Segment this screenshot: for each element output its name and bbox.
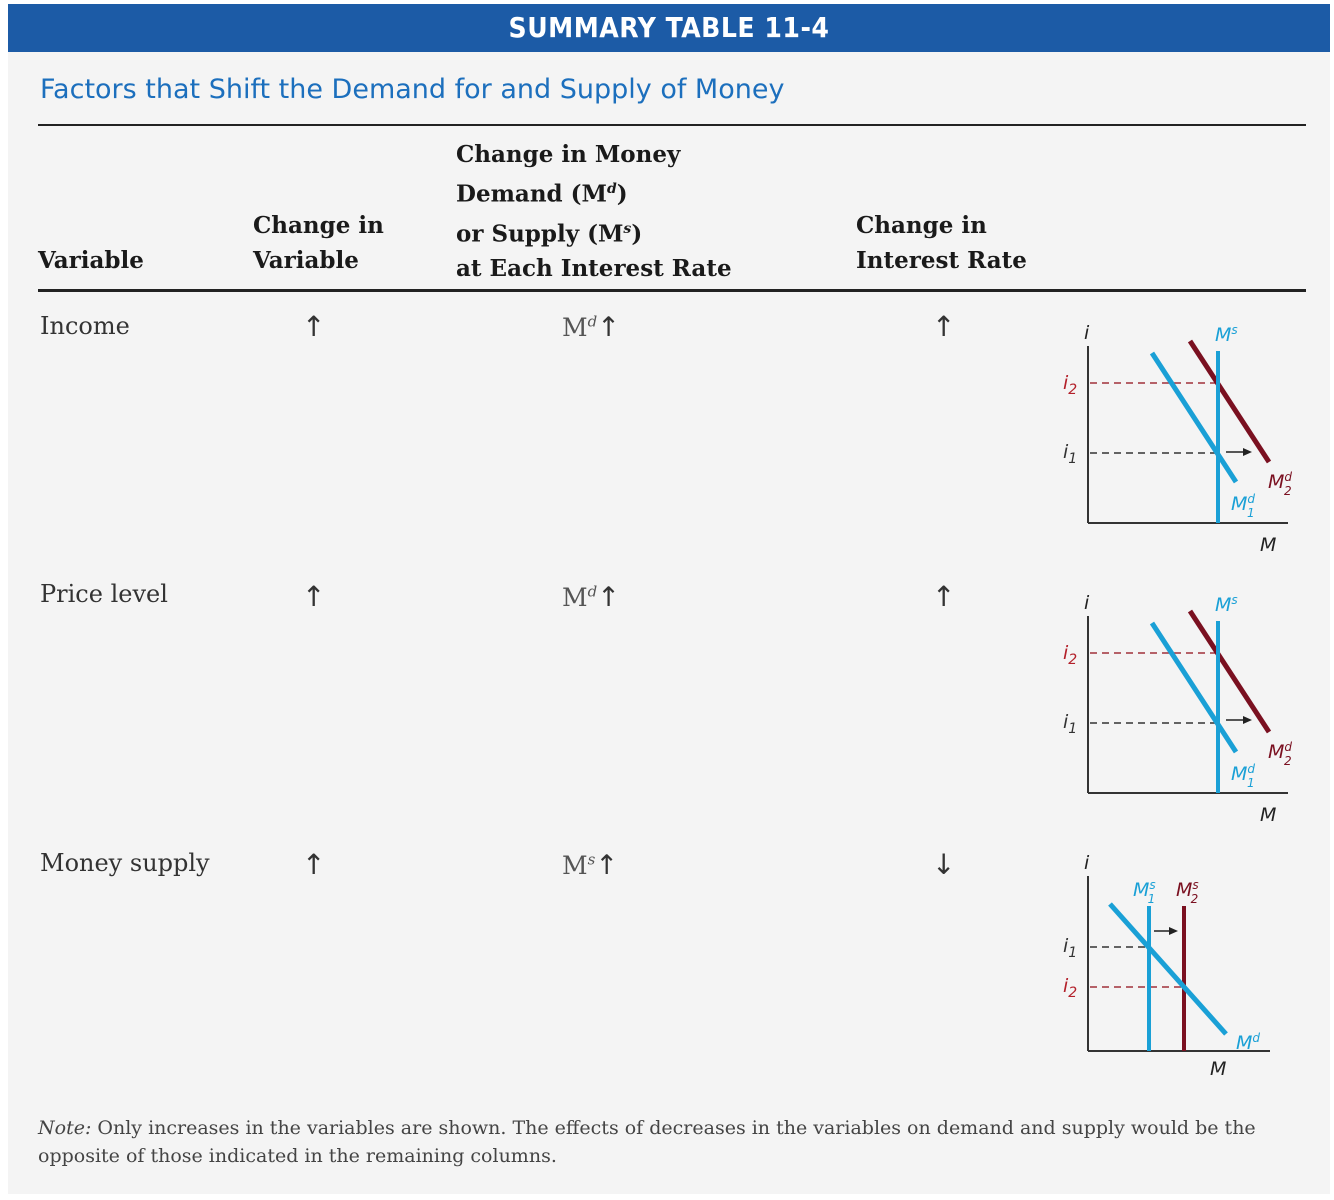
x-axis-label: M [1210,1058,1226,1080]
md2-curve [1187,609,1272,734]
shift-arrow-head [1243,448,1252,456]
y-axis-label: i [1084,592,1090,614]
x-axis-label: M [1260,804,1276,826]
table-background [8,4,1330,1194]
row-income-rate-arrow: ↑ [932,310,956,343]
row-money-supply-rate-arrow: ↓ [932,848,956,881]
i1-label: i1 [1063,711,1077,737]
y-axis-label: i [1084,852,1090,874]
ms-label: Ms [1215,593,1238,616]
table-note: Note: Only increases in the variables ar… [38,1117,1256,1167]
y-axis-label: i [1084,322,1090,344]
table-subtitle: Factors that Shift the Demand for and Su… [40,74,785,105]
row-price-level-variable: Price level [40,580,168,608]
header-variable: Variable [38,247,144,274]
shift-arrow-head [1169,927,1178,935]
x-axis-label: M [1260,534,1276,556]
graph-money-supply-shift: i M Ms 1 Ms 2 i1 i2 Md [1063,852,1270,1080]
header-rule [38,289,1306,292]
i2-label: i2 [1063,975,1077,1001]
banner-label: SUMMARY TABLE [508,11,756,44]
row-income-change-arrow: ↑ [302,310,326,343]
row-price-level-money-change: Md↑ [562,582,620,613]
row-money-supply-change-arrow: ↑ [302,848,326,881]
ms2-label: Ms 2 [1176,878,1199,906]
md2-label: Md 2 [1268,470,1292,498]
banner-number: 11-4 [764,11,830,44]
md1-label: Md 1 [1231,492,1255,520]
row-price-level-rate-arrow: ↑ [932,580,956,613]
row-income-variable: Income [40,312,130,340]
md2-curve [1187,339,1272,464]
graph-price-level-demand-shift: i M Ms i2 i1 Md 2 Md 1 [1063,592,1292,826]
row-money-supply-variable: Money supply [40,849,210,877]
i1-label: i1 [1063,441,1077,467]
row-price-level-change-arrow: ↑ [302,580,326,613]
md-label: Md [1236,1031,1260,1054]
md1-curve [1149,621,1239,754]
md-curve [1108,902,1228,1036]
md1-curve [1149,351,1239,484]
i2-label: i2 [1063,372,1077,398]
row-money-supply-money-change: Ms↑ [562,850,618,881]
header-change-in-variable: Change in Variable [253,212,384,274]
header-change-in-interest-rate: Change in Interest Rate [856,212,1027,274]
row-income-money-change: Md↑ [562,312,620,343]
shift-arrow-head [1243,716,1252,724]
md2-label: Md 2 [1268,740,1292,768]
ms1-label: Ms 1 [1133,878,1156,906]
i2-label: i2 [1063,642,1077,668]
i1-label: i1 [1063,935,1077,961]
graph-income-demand-shift: i M Ms i2 i1 Md 2 Md 1 [1063,322,1292,556]
top-rule [38,124,1306,126]
md1-label: Md 1 [1231,762,1255,790]
header-change-in-money: Change in Money Demand (Md) or Supply (M… [456,141,732,283]
ms-label: Ms [1215,323,1238,346]
summary-table-banner: SUMMARY TABLE 11-4 [8,4,1330,52]
